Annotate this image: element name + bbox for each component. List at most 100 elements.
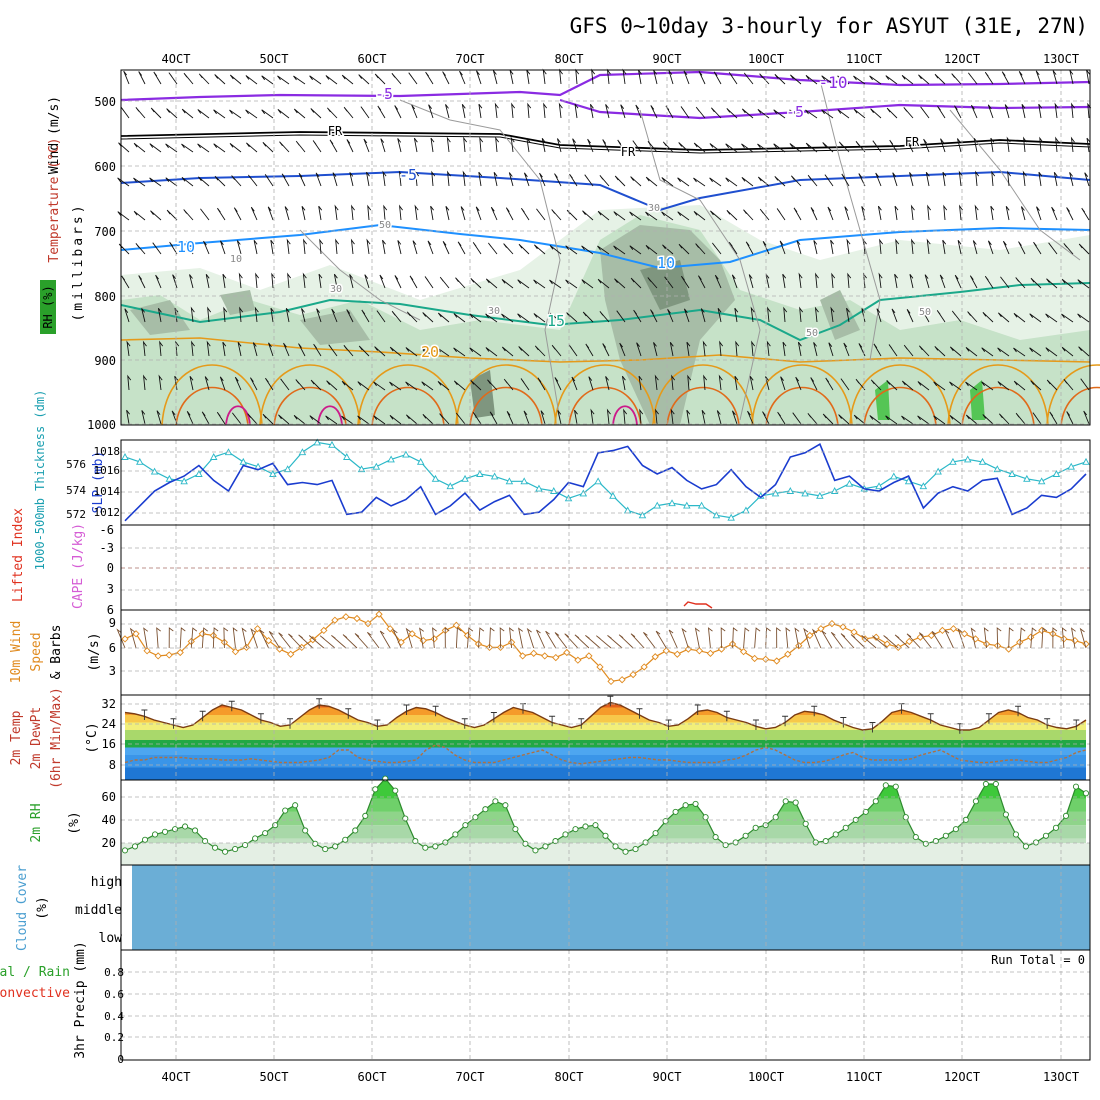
wind-barb	[853, 414, 866, 425]
wind-barb-10m	[861, 635, 877, 649]
wind-barb	[412, 240, 418, 255]
wind-barb	[954, 274, 962, 289]
wind-barb	[363, 138, 370, 153]
wind-barb	[1020, 206, 1026, 221]
wind-barb	[639, 408, 644, 425]
temp-band	[125, 767, 1086, 780]
wind-barb	[455, 277, 466, 289]
rh-point	[192, 827, 199, 834]
temp-band	[125, 715, 1086, 723]
y-tick: -6	[100, 523, 114, 537]
rh-point	[732, 839, 739, 846]
wind-barb	[669, 342, 674, 357]
wind-barb	[741, 177, 754, 187]
wind-barb	[214, 74, 226, 85]
wind-barb	[476, 70, 482, 85]
temp-minmax-bar	[752, 719, 759, 730]
rh-point	[812, 839, 819, 846]
wind-barb	[126, 340, 131, 357]
x-tick-top: 4OCT	[162, 52, 191, 66]
wind-barb	[822, 142, 834, 153]
wind-barb	[346, 309, 354, 323]
rh-point	[542, 843, 549, 850]
run-total: Run Total = 0	[991, 953, 1085, 967]
thickness-point	[594, 477, 602, 485]
wind-barb	[165, 143, 178, 153]
contour-label: -5	[399, 166, 417, 184]
wind-barb-10m	[554, 632, 568, 649]
thickness-point	[978, 457, 987, 465]
rh-point	[362, 812, 369, 819]
wind-barb	[917, 415, 930, 425]
rh-point	[782, 798, 789, 805]
rh-point	[692, 800, 699, 807]
wind-barb	[469, 313, 482, 323]
wind-barb	[969, 275, 978, 289]
rh-point	[172, 826, 179, 833]
wind-speed-point	[585, 652, 593, 660]
wind-barb-10m	[455, 627, 462, 649]
wind-barb	[958, 170, 963, 187]
wind-speed-point	[397, 638, 405, 646]
wind-barb-10m	[618, 634, 634, 649]
ylabel-percent: (%)	[67, 811, 82, 834]
ylabel-2m-rh: 2m RH	[29, 803, 44, 842]
wind-barb	[725, 143, 738, 153]
wind-barb-10m	[354, 633, 369, 649]
wind-barb	[413, 137, 418, 153]
wind-barb	[844, 206, 850, 221]
rh-point	[822, 838, 829, 845]
rh-point	[1042, 832, 1050, 839]
wind-barb	[906, 139, 914, 153]
wind-speed-point	[264, 636, 273, 645]
wind-barb	[870, 108, 882, 119]
wind-barb	[777, 411, 786, 425]
rh-point	[712, 834, 719, 841]
wind-barb	[366, 238, 371, 255]
wind-barb	[508, 172, 514, 187]
wind-barb	[343, 345, 354, 357]
wind-barb	[638, 375, 643, 391]
rh-point	[151, 831, 159, 838]
wind-barb	[942, 171, 947, 187]
wind-barb	[1051, 206, 1058, 221]
ylabel-temperature: Temperature (°C)	[47, 137, 62, 262]
thickness-point	[1052, 470, 1061, 477]
rh-point	[412, 838, 419, 845]
wind-barb-10m	[1041, 627, 1048, 649]
temp-minmax-bar	[1015, 705, 1022, 717]
wind-speed-point	[121, 635, 129, 643]
wind-speed-point	[519, 652, 527, 660]
wind-barb	[133, 210, 146, 221]
wind-barb	[1015, 277, 1026, 289]
wind-barb	[117, 211, 130, 221]
wind-barb	[668, 70, 674, 85]
wind-barb	[506, 411, 514, 425]
wind-barb	[198, 176, 210, 187]
wind-barb	[725, 177, 738, 187]
wind-barb	[585, 343, 594, 357]
rh-labels: 2m RH (%) 60 40 20	[29, 790, 116, 850]
thickness-point	[461, 474, 469, 482]
wind-barb	[918, 74, 930, 85]
wind-barb	[326, 380, 338, 391]
wind-barb-10m	[143, 627, 149, 649]
wind-barb	[394, 105, 402, 119]
wind-barb	[397, 240, 402, 255]
wind-barb	[250, 206, 258, 221]
wind-barb	[1032, 412, 1042, 425]
wind-barb	[757, 176, 770, 187]
wind-barb-10m	[883, 635, 899, 649]
wind-barb	[678, 142, 690, 153]
wind-speed-point	[552, 653, 560, 662]
rh-point	[562, 831, 569, 838]
thickness-point	[328, 440, 336, 448]
wind-barb	[280, 378, 290, 391]
wind-barb	[557, 410, 562, 425]
wind-barb-10m	[201, 627, 208, 649]
x-tick-bottom: 10OCT	[748, 1070, 784, 1084]
x-tick-top: 11OCT	[846, 52, 882, 66]
wind-barb	[1048, 242, 1058, 255]
temp-minmax-bar	[723, 710, 730, 722]
wind-barb	[121, 275, 130, 289]
